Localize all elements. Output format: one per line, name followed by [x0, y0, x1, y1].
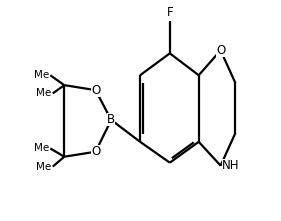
- Text: B: B: [107, 113, 115, 126]
- Text: O: O: [91, 84, 100, 97]
- Text: F: F: [167, 6, 173, 19]
- Text: O: O: [91, 145, 100, 158]
- Text: Me: Me: [34, 70, 49, 80]
- Text: Me: Me: [37, 88, 52, 98]
- Text: Me: Me: [34, 143, 49, 153]
- Text: O: O: [216, 44, 225, 57]
- Text: Me: Me: [37, 162, 52, 171]
- Text: NH: NH: [222, 159, 239, 172]
